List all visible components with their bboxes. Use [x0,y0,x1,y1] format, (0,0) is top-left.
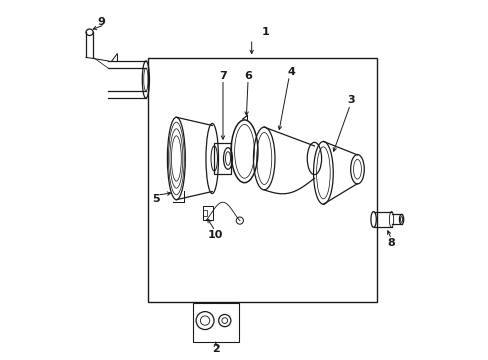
Text: 10: 10 [207,230,223,239]
Text: 3: 3 [347,95,354,105]
Bar [192,303,239,342]
Bar [203,210,207,216]
Bar [203,206,212,220]
Text: 8: 8 [387,238,395,248]
Text: 9: 9 [97,17,105,27]
Bar [147,58,376,302]
Text: 2: 2 [211,344,219,354]
Text: 1: 1 [262,27,269,37]
Bar [214,143,231,174]
Text: 4: 4 [286,67,294,77]
Text: 6: 6 [244,71,251,81]
Text: 7: 7 [219,71,226,81]
Text: 5: 5 [151,194,159,204]
